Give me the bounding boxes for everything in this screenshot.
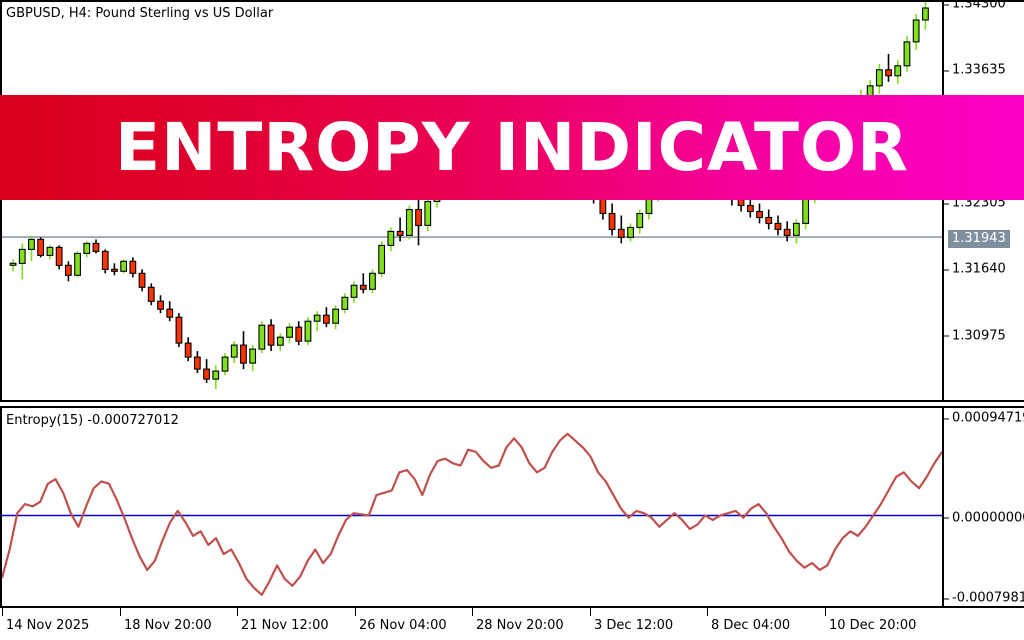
time-tick-mark — [2, 608, 3, 616]
price-tick-label: 1.33635 — [944, 64, 1006, 77]
candlestick-series — [2, 2, 942, 389]
entropy-indicator-panel[interactable]: Entropy(15) -0.000727012 0.00094719 0.000… — [0, 406, 1024, 608]
entropy-tick-label: 0.00094719 — [944, 412, 1024, 425]
entropy-y-axis: 0.00094719 0.00000000 -0.0007981 — [944, 408, 1024, 606]
entropy-indicator-banner: ENTROPY INDICATOR — [0, 95, 1024, 200]
time-tick-mark — [472, 608, 473, 616]
entropy-line-series — [2, 432, 942, 596]
time-tick-label: 14 Nov 2025 — [6, 618, 90, 633]
indicator-label: Entropy(15) -0.000727012 — [6, 413, 179, 428]
price-y-axis: 1.34300 1.33635 1.32305 1.31640 1.30975 1.319… — [944, 0, 1024, 400]
time-tick-label: 10 Dec 20:00 — [829, 618, 917, 633]
time-tick-label: 26 Nov 04:00 — [359, 618, 447, 633]
time-tick-label: 28 Nov 20:00 — [476, 618, 564, 633]
time-tick-mark — [355, 608, 356, 616]
current-price-tag: 1.31943 — [948, 230, 1010, 249]
price-plot-area[interactable] — [0, 2, 944, 400]
entropy-tick-label: 0.00000000 — [944, 511, 1024, 524]
time-tick-label: 18 Nov 20:00 — [124, 618, 212, 633]
time-tick-mark — [120, 608, 121, 616]
time-tick-mark — [590, 608, 591, 616]
time-axis: 14 Nov 2025 18 Nov 20:00 21 Nov 12:00 26 No… — [0, 608, 1024, 640]
time-tick-label: 21 Nov 12:00 — [241, 618, 329, 633]
time-tick-mark — [825, 608, 826, 616]
symbol-title: GBPUSD, H4: Pound Sterling vs US Dollar — [6, 6, 274, 21]
time-tick-label: 8 Dec 04:00 — [711, 618, 791, 633]
time-tick-mark — [237, 608, 238, 616]
time-tick-label: 3 Dec 12:00 — [594, 618, 674, 633]
entropy-tick-label: -0.0007981 — [944, 592, 1024, 605]
price-tick-label: 1.30975 — [944, 329, 1006, 342]
price-chart-panel[interactable]: GBPUSD, H4: Pound Sterling vs US Dollar … — [0, 0, 1024, 402]
banner-title: ENTROPY INDICATOR — [115, 108, 909, 186]
price-tick-label: 1.31640 — [944, 263, 1006, 276]
entropy-plot-area[interactable] — [0, 408, 944, 606]
price-tick-label: 1.34300 — [944, 0, 1006, 11]
time-tick-mark — [707, 608, 708, 616]
